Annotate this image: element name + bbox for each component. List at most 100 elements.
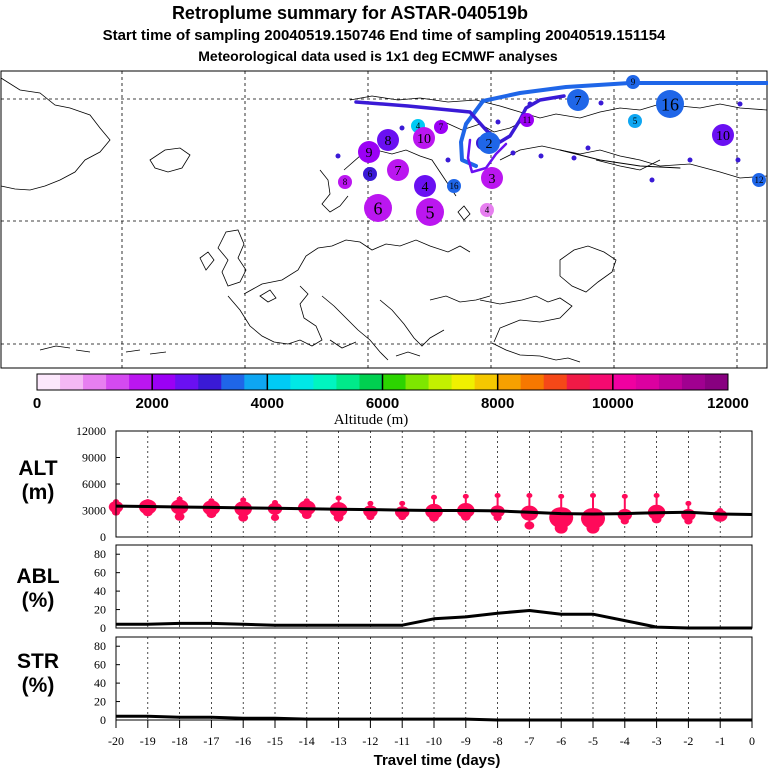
y-tick-label: 3000 [82, 504, 106, 518]
plume-particle [399, 125, 405, 131]
colorbar-swatch [681, 374, 706, 390]
colorbar-swatch [704, 374, 729, 390]
y-tick-label: 80 [94, 547, 106, 561]
time-axis: -20 -19 -18 -17 -16 -15 -14 -13 -12 -11 -10 -9 -8 -7-… [108, 720, 755, 748]
colorbar-swatch [566, 374, 591, 390]
cluster-dot [377, 129, 399, 151]
x-tick-label: -20 [108, 734, 124, 748]
series-line [115, 504, 753, 516]
colorbar-ticks [151, 374, 614, 390]
colorbar-tick-label: 4000 [251, 395, 284, 412]
colorbar-swatch [382, 374, 407, 390]
cluster-dot [387, 159, 409, 181]
x-tick-label: 0 [749, 734, 755, 748]
x-tick-label: -1 [715, 734, 725, 748]
panel-label: STR [17, 650, 59, 673]
panel-label: (%) [22, 589, 55, 612]
cluster-dot [338, 175, 352, 189]
cluster-label: 2 [486, 137, 493, 152]
plume-particle [687, 157, 693, 163]
cluster-dot [481, 167, 503, 189]
cluster-dot [752, 173, 766, 187]
panel-label: (%) [22, 674, 55, 697]
colorbar-swatch [336, 374, 360, 390]
x-tick-label: -3 [652, 734, 662, 748]
y-tick-label: 20 [94, 603, 106, 617]
track-west-violet [354, 94, 566, 144]
cluster-dot [478, 132, 500, 154]
plume-particle [649, 177, 655, 183]
colorbar-swatch [612, 374, 637, 390]
x-tick-label: -7 [524, 734, 534, 748]
panel-frame [115, 430, 753, 538]
cluster-dot [656, 90, 684, 118]
colorbar-swatch [83, 374, 107, 390]
cluster-label: 7 [395, 164, 402, 179]
y-tick-label: 12000 [76, 424, 106, 438]
colorbar-tick-label: 0 [33, 395, 41, 412]
cluster-label: 6 [374, 198, 383, 218]
panel-label: ALT [18, 457, 57, 480]
colorbar-swatch [497, 374, 522, 390]
colorbar-swatch [405, 374, 430, 390]
cluster-label: 7 [575, 94, 582, 109]
cluster-dot [358, 141, 380, 163]
track-east-line [559, 149, 681, 169]
x-tick-label: -8 [493, 734, 503, 748]
x-tick-label: -19 [140, 734, 156, 748]
altitude-colorbar: 0 2000 4000 6000 8000 10000 12000 Altitude (m) [33, 373, 749, 428]
sampling-times: Start time of sampling 20040519.150746 E… [103, 27, 666, 44]
y-tick-label: 60 [94, 566, 106, 580]
colorbar-tick-label: 10000 [592, 395, 634, 412]
cluster-label: 16 [450, 181, 460, 191]
colorbar-swatch [635, 374, 660, 390]
colorbar-tick-label: 12000 [707, 395, 749, 412]
plume-particle [510, 150, 516, 156]
met-data-note: Meteorological data used is 1x1 deg ECMW… [198, 48, 558, 64]
x-tick-label: -16 [235, 734, 251, 748]
coastlines [0, 77, 768, 363]
colorbar-swatches [37, 374, 729, 390]
cluster-dot [712, 124, 734, 146]
cluster-dot [364, 194, 392, 222]
colorbar-swatch [290, 374, 314, 390]
colorbar-tick-labels: 0 2000 4000 6000 8000 10000 12000 [33, 395, 749, 412]
abl-panel: ABL(%) 80 60 40 20 0 [16, 544, 753, 635]
map-graticule [1, 71, 767, 368]
cluster-label: 9 [366, 146, 373, 161]
panel-label: ABL [16, 565, 59, 588]
cluster-label: 12 [755, 175, 764, 185]
y-tick-label: 6000 [82, 477, 106, 491]
x-axis-title: Travel time (days) [374, 752, 501, 768]
x-tick-label: -6 [556, 734, 566, 748]
colorbar-tick-label: 2000 [135, 395, 168, 412]
y-tick-label: 9000 [82, 451, 106, 465]
x-tick-label: -18 [172, 734, 188, 748]
colorbar-swatch [37, 374, 61, 390]
y-tick-label: 40 [94, 676, 106, 690]
x-tick-label: -10 [426, 734, 442, 748]
colorbar-swatch [221, 374, 245, 390]
cluster-label: 10 [417, 132, 431, 147]
cluster-dot [413, 127, 435, 149]
cluster-label: 5 [633, 116, 638, 126]
colorbar-swatch [589, 374, 614, 390]
plume-clusters: 12344455667778891010111616129 [335, 75, 766, 226]
colorbar-swatch [428, 374, 453, 390]
y-tick-label: 40 [94, 584, 106, 598]
cluster-label: 4 [422, 180, 429, 195]
cluster-dot [480, 203, 494, 217]
x-tick-label: -13 [331, 734, 347, 748]
cluster-label: 6 [368, 169, 373, 179]
colorbar-swatch [658, 374, 683, 390]
cluster-label: 3 [489, 172, 496, 187]
x-tick-label: -17 [203, 734, 219, 748]
colorbar-swatch [543, 374, 568, 390]
cluster-dot [416, 198, 444, 226]
colorbar-swatch [175, 374, 199, 390]
track-south-violet [466, 138, 508, 174]
alt-spread-bottom [524, 521, 535, 530]
colorbar-tick-label: 6000 [366, 395, 399, 412]
cluster-dot [363, 167, 377, 181]
plume-particle [538, 153, 544, 159]
